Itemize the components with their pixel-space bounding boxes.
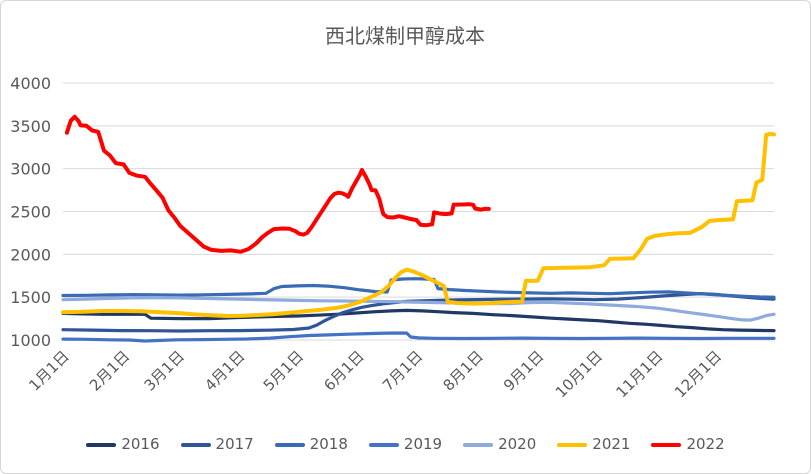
x-tick-label-5月: 5月1日 — [260, 347, 307, 394]
y-tick-label-4000: 4000 — [10, 74, 51, 93]
x-tick-label-6月: 6月1日 — [320, 347, 367, 394]
x-tick-label-4月: 4月1日 — [201, 347, 248, 394]
series-lines — [61, 114, 776, 343]
chart-legend: 2016 2017 2018 2019 2020 2021 2022 — [1, 437, 810, 452]
y-tick-label-3000: 3000 — [10, 160, 51, 179]
legend-label-2020: 2020 — [498, 435, 537, 453]
y-axis-labels: 1000 1500 2000 2500 3000 3500 4000 — [10, 74, 51, 350]
x-tick-label-2月: 2月1日 — [86, 347, 133, 394]
legend-swatch-2016 — [86, 442, 117, 447]
x-tick-label-3月: 3月1日 — [141, 347, 188, 394]
series-line-2022 — [64, 114, 491, 254]
y-tick-label-3500: 3500 — [10, 117, 51, 136]
x-tick-label-1月: 1月1日 — [25, 347, 72, 394]
series-line-2020 — [61, 296, 776, 322]
x-tick-label-8月: 8月1日 — [439, 347, 486, 394]
x-tick-label-7月: 7月1日 — [379, 347, 426, 394]
legend-label-2021: 2021 — [592, 435, 631, 453]
legend-label-2022: 2022 — [686, 435, 725, 453]
series-line-2019 — [61, 331, 776, 343]
y-tick-label-2000: 2000 — [10, 245, 51, 264]
legend-item-2020: 2020 — [463, 437, 536, 452]
x-tick-label-12月: 12月1日 — [671, 347, 725, 401]
legend-label-2017: 2017 — [215, 435, 254, 453]
x-axis-labels: 1月1日 2月1日 3月1日 4月1日 5月1日 6月1日 7月1日 8月1日 9月1日 10月1… — [25, 347, 725, 401]
y-tick-label-1500: 1500 — [10, 288, 51, 307]
x-tick-label-11月: 11月1日 — [612, 347, 666, 401]
legend-swatch-2021 — [557, 442, 588, 447]
legend-label-2016: 2016 — [121, 435, 160, 453]
legend-swatch-2019 — [368, 442, 399, 447]
legend-swatch-2020 — [463, 442, 494, 447]
legend-swatch-2017 — [180, 442, 211, 447]
chart-title: 西北煤制甲醇成本 — [325, 24, 485, 48]
y-tick-label-2500: 2500 — [10, 203, 51, 222]
series-line-2021 — [61, 132, 776, 318]
legend-item-2017: 2017 — [180, 435, 254, 453]
legend-item-2022: 2022 — [651, 435, 725, 453]
legend-label-2018: 2018 — [309, 435, 348, 453]
series-line-2016 — [61, 308, 776, 333]
y-tick-label-1000: 1000 — [10, 331, 51, 350]
legend-item-2016: 2016 — [86, 435, 160, 453]
legend-item-2019: 2019 — [368, 435, 443, 453]
legend-swatch-2022 — [651, 442, 682, 447]
legend-swatch-2018 — [274, 442, 305, 447]
x-tick-label-10月: 10月1日 — [552, 347, 606, 401]
legend-item-2021: 2021 — [557, 437, 630, 452]
x-tick-label-9月: 9月1日 — [500, 347, 547, 394]
legend-item-2018: 2018 — [274, 435, 348, 453]
legend-label-2019: 2019 — [403, 435, 443, 453]
